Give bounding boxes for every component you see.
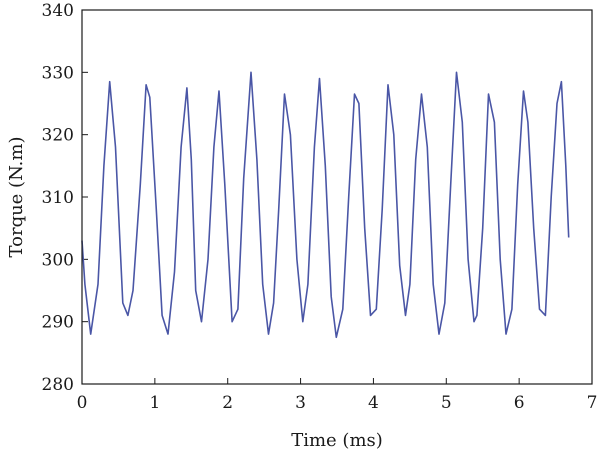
x-tick-label: 0 [77,393,88,413]
x-tick-label: 5 [441,393,452,413]
x-tick-label: 2 [222,393,233,413]
x-tick-label: 6 [514,393,525,413]
y-tick-label: 320 [42,126,74,146]
y-tick-label: 330 [42,63,74,83]
series-layer [81,71,570,339]
y-tick-label: 290 [42,313,74,333]
torque-series-line [81,71,570,339]
x-axis-title: Time (ms) [291,430,383,451]
y-tick-label: 280 [42,375,74,395]
ticks-layer: 0 1 2 3 4 5 6 7 280 290 300 310 320 330 340 [42,1,598,413]
x-tick-label: 7 [587,393,598,413]
x-tick-label: 4 [368,393,379,413]
y-tick-label: 340 [42,1,74,21]
x-tick-label: 3 [295,393,306,413]
x-tick-label: 1 [149,393,160,413]
y-tick-label: 310 [42,188,74,208]
y-tick-label: 300 [42,250,74,270]
y-axis-title: Torque (N.m) [6,137,27,258]
plot-frame [81,9,593,385]
